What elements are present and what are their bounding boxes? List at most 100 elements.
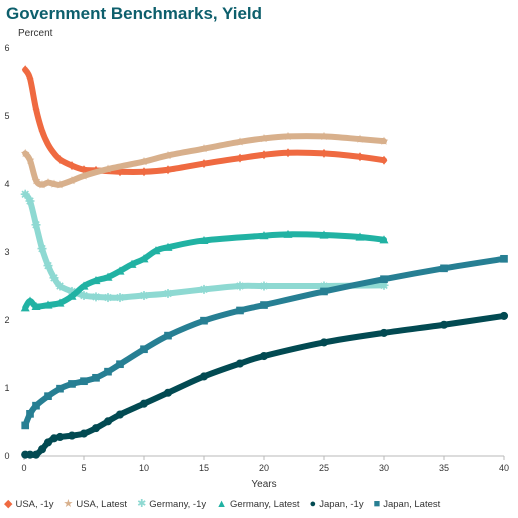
data-point [284,148,292,158]
legend-item: ▲ Germany, Latest [216,498,299,510]
series-germany-latest [20,229,389,312]
data-point [79,281,89,290]
data-point [37,180,47,189]
data-point [499,311,509,320]
series-layer [20,65,509,459]
data-point [49,273,59,283]
data-point [320,287,328,296]
data-point [44,392,52,400]
data-point [199,372,209,381]
series-line [22,312,507,459]
data-point [500,254,508,263]
legend-label: Germany, -1y [149,498,207,510]
data-point [259,133,269,143]
data-point [164,165,172,175]
data-point [260,301,268,309]
data-point [199,144,209,153]
data-point [260,150,268,160]
data-point [37,445,47,454]
series-japan-1y [21,311,509,459]
data-point [115,293,125,303]
data-point [25,155,35,164]
series-germany-1y [20,189,389,303]
data-point [25,296,35,305]
data-point [49,179,59,188]
legend-label: Japan, -1y [319,498,364,510]
data-point [259,351,269,361]
y-tick-label: 4 [4,179,9,189]
data-point [32,104,40,114]
legend-label: USA, Latest [76,498,128,510]
data-point [319,131,329,141]
series-japan-latest [21,254,508,430]
data-point [116,360,124,369]
data-point [20,189,30,199]
x-tick-label: 15 [199,463,209,473]
data-point [21,65,29,75]
data-point [163,288,173,298]
data-point [44,140,52,150]
data-point [355,232,365,241]
y-tick-label: 2 [4,315,9,325]
legend-item: ■ Japan, Latest [373,497,441,510]
data-point [80,377,88,386]
data-point [31,301,41,310]
data-point [56,384,64,393]
star-marker-icon: ★ [63,497,74,510]
legend: ◆ USA, -1y ★ USA, Latest ✱ Germany, -1y ▲ Germa… [4,496,516,512]
data-point [320,148,328,158]
data-point [140,345,148,354]
x-tick-label: 10 [139,463,149,473]
y-tick-label: 0 [4,451,9,461]
data-point [20,303,30,312]
data-point [79,429,89,438]
legend-item: ◆ USA, -1y [4,497,53,510]
data-point [151,246,161,255]
data-point [139,291,149,301]
data-point [259,281,269,291]
data-point [50,148,58,158]
data-point [140,167,148,177]
x-tick-label: 35 [439,463,449,473]
data-point [356,152,364,162]
x-tick-label: 25 [319,463,329,473]
x-tick-label: 20 [259,463,269,473]
data-point [115,410,125,419]
data-point [139,157,149,166]
data-point [79,171,89,180]
data-point [43,261,53,271]
data-point [31,220,41,230]
data-point [379,280,389,290]
data-point [91,292,101,302]
data-point [37,244,47,254]
data-point [235,137,245,146]
x-axis-label: Years [251,479,276,490]
asterisk-marker-icon: ✱ [137,497,147,510]
square-marker-icon: ■ [373,497,381,510]
data-point [55,298,65,307]
data-point [43,438,53,447]
legend-item: ● Japan, -1y [309,497,364,510]
data-point [25,450,35,459]
data-point [379,328,389,337]
data-point [139,254,149,263]
data-point [163,388,173,397]
data-point [38,126,46,136]
data-point [103,272,113,281]
diamond-marker-icon: ◆ [4,497,13,510]
data-point [200,316,208,325]
data-point [103,417,113,426]
series-line [22,191,387,301]
circle-marker-icon: ● [309,497,317,510]
data-point [43,300,53,309]
data-point [163,150,173,160]
data-point [68,161,76,171]
data-point [79,291,89,301]
legend-label: Japan, Latest [383,498,441,510]
data-point [235,359,245,368]
data-point [139,399,149,408]
x-tick-label: 5 [81,463,86,473]
data-point [104,367,112,376]
data-point [235,281,245,291]
